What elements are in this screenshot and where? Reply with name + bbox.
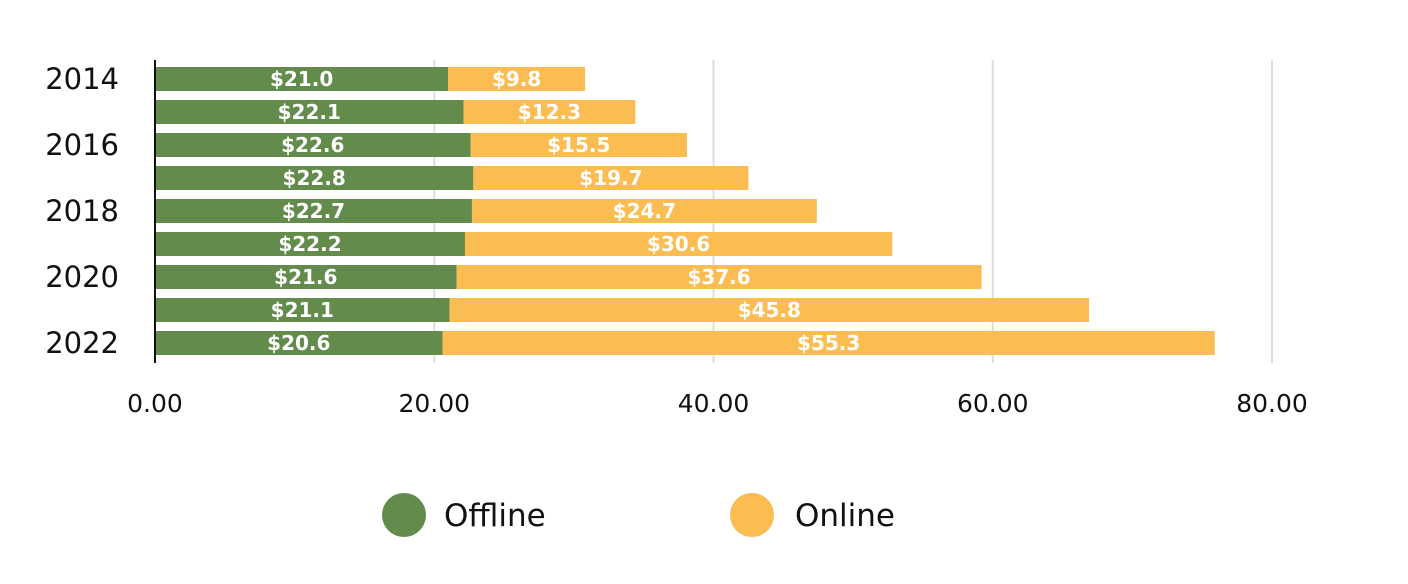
bar-online-2015 bbox=[463, 100, 636, 124]
data-label-online-2015: $12.3 bbox=[518, 100, 581, 124]
legend-label-online[interactable]: Online bbox=[795, 498, 895, 534]
data-label-offline-2019: $22.2 bbox=[278, 232, 341, 256]
bar-offline-2019 bbox=[155, 232, 465, 256]
axes: 0.00 20.00 40.00 60.00 80.00 2014 2016 2018 2020… bbox=[45, 60, 1308, 418]
data-label-offline-2018: $22.7 bbox=[282, 199, 345, 223]
x-tick-label: 0.00 bbox=[127, 389, 183, 418]
data-label-online-2022: $55.3 bbox=[797, 331, 860, 355]
data-label-online-2014: $9.8 bbox=[492, 67, 541, 91]
data-label-offline-2017: $22.8 bbox=[283, 166, 346, 190]
data-label-offline-2016: $22.6 bbox=[281, 133, 344, 157]
bar-offline-2020 bbox=[155, 265, 457, 289]
y-tick-label: 2016 bbox=[45, 128, 119, 162]
legend-label-offline[interactable]: Offline bbox=[444, 498, 546, 534]
bar-online-2021 bbox=[449, 298, 1090, 322]
data-label-offline-2014: $21.0 bbox=[270, 67, 333, 91]
x-tick-label: 40.00 bbox=[678, 389, 750, 418]
bar-offline-2022 bbox=[155, 331, 443, 355]
bars: $21.0 $9.8 $22.1 $12.3 $22.6 $15.5 $22.8 $19.7 $… bbox=[155, 67, 1215, 355]
bar-offline-2017 bbox=[155, 166, 474, 190]
bar-online-2019 bbox=[464, 232, 893, 256]
data-label-online-2020: $37.6 bbox=[687, 265, 750, 289]
data-label-online-2018: $24.7 bbox=[613, 199, 676, 223]
y-tick-label: 2018 bbox=[45, 194, 119, 228]
data-label-online-2016: $15.5 bbox=[547, 133, 610, 157]
bar-offline-2016 bbox=[155, 133, 471, 157]
bar-offline-2021 bbox=[155, 298, 450, 322]
y-tick-label: 2022 bbox=[45, 326, 119, 360]
bar-online-2020 bbox=[456, 265, 982, 289]
y-tick-label: 2014 bbox=[45, 62, 119, 96]
data-label-online-2021: $45.8 bbox=[738, 298, 801, 322]
bar-online-2018 bbox=[471, 199, 817, 223]
bar-offline-2014 bbox=[155, 67, 449, 91]
data-label-offline-2021: $21.1 bbox=[271, 298, 334, 322]
legend[interactable]: Offline Online bbox=[382, 493, 895, 537]
bar-online-2017 bbox=[473, 166, 749, 190]
x-tick-label: 60.00 bbox=[957, 389, 1029, 418]
x-tick-label: 20.00 bbox=[398, 389, 470, 418]
bar-online-2016 bbox=[470, 133, 687, 157]
legend-swatch-offline[interactable] bbox=[382, 493, 426, 537]
bar-online-2014 bbox=[448, 67, 586, 91]
data-label-online-2019: $30.6 bbox=[647, 232, 710, 256]
bar-offline-2015 bbox=[155, 100, 464, 124]
data-label-offline-2015: $22.1 bbox=[278, 100, 341, 124]
data-label-offline-2020: $21.6 bbox=[274, 265, 337, 289]
bar-online-2022 bbox=[442, 331, 1215, 355]
legend-swatch-online[interactable] bbox=[730, 493, 774, 537]
data-label-online-2017: $19.7 bbox=[579, 166, 642, 190]
y-tick-label: 2020 bbox=[45, 260, 119, 294]
data-label-offline-2022: $20.6 bbox=[267, 331, 330, 355]
x-tick-label: 80.00 bbox=[1236, 389, 1308, 418]
bar-offline-2018 bbox=[155, 199, 472, 223]
